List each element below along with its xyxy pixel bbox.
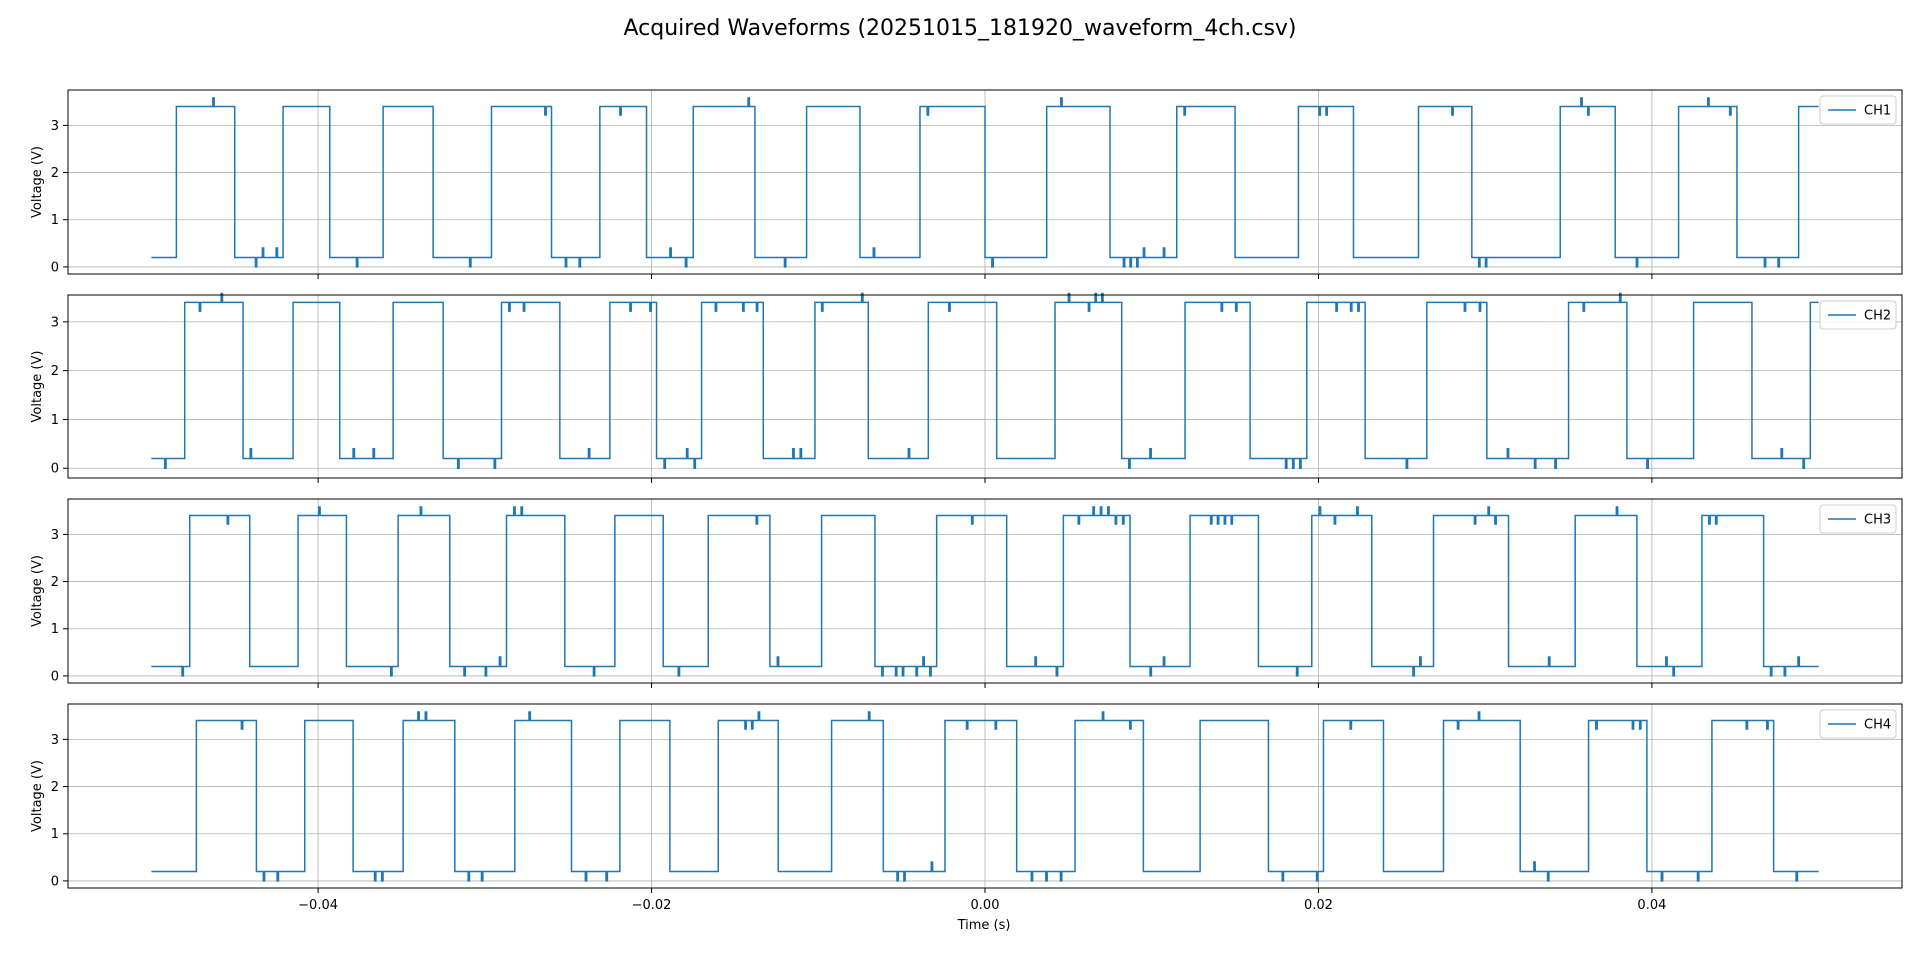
y-axis-label: Voltage (V) bbox=[30, 351, 45, 423]
panel-ch1: 0 1 2 3 Voltage (V) CH1 bbox=[30, 89, 1903, 279]
y-tick-label: 2 bbox=[51, 575, 59, 590]
legend-label: CH4 bbox=[1864, 718, 1891, 733]
y-tick-label: 2 bbox=[51, 780, 59, 795]
y-tick-label: 1 bbox=[51, 413, 59, 428]
legend-label: CH2 bbox=[1864, 309, 1891, 324]
axes-frame bbox=[67, 703, 1903, 889]
axes-frame bbox=[67, 294, 1903, 479]
y-tick-label: 3 bbox=[51, 315, 59, 330]
legend-box bbox=[1819, 95, 1897, 125]
y-tick-label: 0 bbox=[51, 669, 59, 684]
series-line-ch4 bbox=[151, 711, 1819, 882]
y-tick-label: 3 bbox=[51, 528, 59, 543]
legend-box bbox=[1819, 300, 1897, 330]
x-tick-label: 0.04 bbox=[1637, 898, 1666, 913]
legend-label: CH3 bbox=[1864, 513, 1891, 528]
legend-box bbox=[1819, 709, 1897, 739]
y-axis-label: Voltage (V) bbox=[30, 555, 45, 627]
axes-frame bbox=[67, 498, 1903, 684]
y-tick-label: 3 bbox=[51, 119, 59, 134]
y-axis-label: Voltage (V) bbox=[30, 146, 45, 218]
y-tick-label: 3 bbox=[51, 733, 59, 748]
y-tick-label: 0 bbox=[51, 462, 59, 477]
panel-ch2: 0 1 2 3 Voltage (V) CH2 bbox=[30, 292, 1903, 483]
x-axis-label: Time (s) bbox=[957, 918, 1011, 933]
legend-label: CH1 bbox=[1864, 104, 1891, 119]
y-tick-label: 1 bbox=[51, 622, 59, 637]
series-line-ch1 bbox=[151, 97, 1819, 268]
figure-title: Acquired Waveforms (20251015_181920_wave… bbox=[623, 16, 1296, 41]
x-tick-label: −0.04 bbox=[298, 898, 338, 913]
y-tick-label: 0 bbox=[51, 260, 59, 275]
x-tick-label: 0.00 bbox=[971, 898, 1000, 913]
y-tick-label: 2 bbox=[51, 364, 59, 379]
y-axis-label: Voltage (V) bbox=[30, 760, 45, 832]
legend-box bbox=[1819, 504, 1897, 534]
x-tick-label: 0.02 bbox=[1304, 898, 1333, 913]
panel-ch4: 0 1 2 3 −0.04 −0.02 0.00 0.02 0.04 Voltage (V) CH4 bbox=[30, 703, 1903, 913]
series-line-ch3 bbox=[151, 506, 1819, 677]
y-tick-label: 2 bbox=[51, 166, 59, 181]
x-tick-label: −0.02 bbox=[632, 898, 672, 913]
panel-ch3: 0 1 2 3 Voltage (V) CH3 bbox=[30, 498, 1903, 688]
y-tick-label: 1 bbox=[51, 827, 59, 842]
y-tick-label: 0 bbox=[51, 874, 59, 889]
y-tick-label: 1 bbox=[51, 213, 59, 228]
series-line-ch2 bbox=[151, 292, 1819, 469]
panels: 0 1 2 3 Voltage (V) CH1 0 1 2 3 Voltage (V) CH2 0 1 2 3… bbox=[30, 89, 1903, 913]
axes-frame bbox=[67, 89, 1903, 275]
